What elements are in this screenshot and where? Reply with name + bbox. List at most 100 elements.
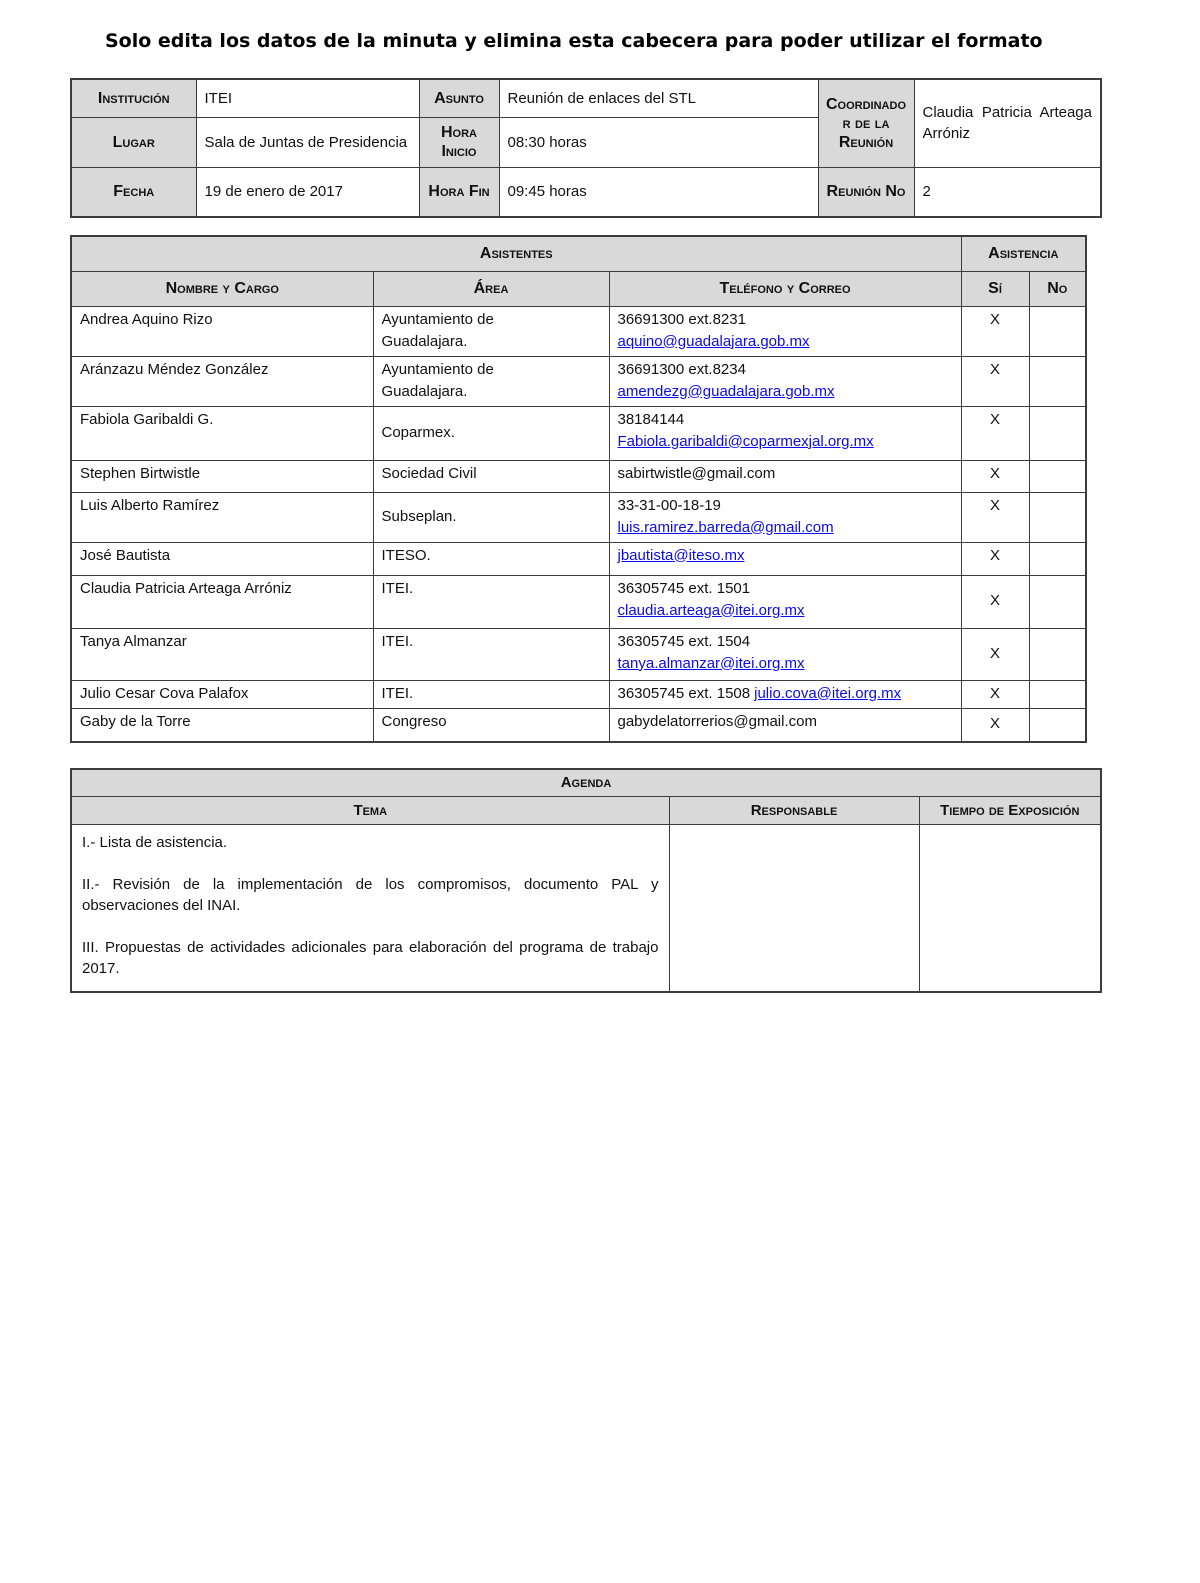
asunto-value: Reunión de enlaces del STL	[498, 78, 819, 118]
coordinador-label: Coordinador de la Reunión	[817, 78, 915, 168]
institucion-value: ITEI	[195, 78, 420, 118]
attendee-name: Julio Cesar Cova Palafox	[70, 679, 374, 709]
email-link[interactable]: jbautista@iteso.mx	[617, 546, 745, 564]
attendance-si: X	[960, 355, 1030, 407]
email-link[interactable]: Fabiola.garibaldi@coparmexjal.org.mx	[617, 432, 874, 450]
attendance-no	[1028, 627, 1087, 681]
col-area: Área	[372, 270, 610, 307]
attendee-contact: jbautista@iteso.mx	[608, 541, 962, 576]
attendance-no	[1028, 491, 1087, 543]
attendee-name: Tanya Almanzar	[70, 627, 374, 681]
reunion-no-label: Reunión No	[817, 166, 915, 218]
email-link[interactable]: tanya.almanzar@itei.org.mx	[617, 654, 805, 672]
attendee-phone: 36305745 ext. 1501	[617, 579, 751, 597]
attendee-area: Ayuntamiento de Guadalajara.	[372, 305, 610, 357]
attendee-area: Sociedad Civil	[372, 459, 610, 493]
attendee-name: Andrea Aquino Rizo	[70, 305, 374, 357]
attendance-no	[1028, 355, 1087, 407]
document-page: { "colors": { "header_gray": "#d9d9d9", …	[0, 30, 1200, 1583]
attendee-name: Aránzazu Méndez González	[70, 355, 374, 407]
attendee-email-plain: sabirtwistle@gmail.com	[617, 464, 776, 482]
attendee-area: Coparmex.	[372, 405, 610, 461]
attendee-area: Subseplan.	[372, 491, 610, 543]
col-telefono: Teléfono y Correo	[608, 270, 962, 307]
attendee-area: Congreso	[372, 707, 610, 743]
email-link[interactable]: amendezg@guadalajara.gob.mx	[617, 382, 835, 400]
agenda-item: II.- Revisión de la implementación de lo…	[82, 875, 659, 914]
attendance-si: X	[960, 707, 1030, 743]
attendee-contact: 36691300 ext.8234 amendezg@guadalajara.g…	[608, 355, 962, 407]
attendee-row: Gaby de la Torre Congreso gabydelatorrer…	[70, 707, 1087, 743]
hora-inicio-value: 08:30 horas	[498, 116, 819, 168]
agenda-table: Agenda Tema Responsable Tiempo de Exposi…	[70, 768, 1102, 993]
attendance-no	[1028, 679, 1087, 709]
lugar-value: Sala de Juntas de Presidencia	[195, 116, 420, 168]
attendee-contact: 36691300 ext.8231 aquino@guadalajara.gob…	[608, 305, 962, 357]
email-link[interactable]: claudia.arteaga@itei.org.mx	[617, 601, 805, 619]
email-link[interactable]: luis.ramirez.barreda@gmail.com	[617, 518, 834, 536]
hora-fin-label: Hora Fin	[418, 166, 500, 218]
attendee-phone: 36691300 ext.8234	[617, 360, 746, 378]
asistentes-title: Asistentes	[70, 235, 962, 272]
attendee-name: José Bautista	[70, 541, 374, 576]
attendee-area: ITEI.	[372, 679, 610, 709]
attendee-phone: 38184144	[617, 410, 685, 428]
attendance-no	[1028, 707, 1087, 743]
asunto-label: Asunto	[418, 78, 500, 118]
attendee-contact: 38184144 Fabiola.garibaldi@coparmexjal.o…	[608, 405, 962, 461]
col-no: No	[1028, 270, 1087, 307]
attendee-phone: 33-31-00-18-19	[617, 496, 721, 514]
reunion-no-value: 2	[913, 166, 1102, 218]
attendee-row: Fabiola Garibaldi G. Coparmex. 38184144 …	[70, 405, 1087, 461]
fecha-value: 19 de enero de 2017	[195, 166, 420, 218]
attendee-row: Andrea Aquino Rizo Ayuntamiento de Guada…	[70, 305, 1087, 357]
attendee-email-plain: gabydelatorrerios@gmail.com	[617, 712, 817, 730]
attendance-si: X	[960, 541, 1030, 576]
attendee-name: Luis Alberto Ramírez	[70, 491, 374, 543]
attendee-phone: 36691300 ext.8231	[617, 310, 746, 328]
attendee-contact: gabydelatorrerios@gmail.com	[608, 707, 962, 743]
attendance-si: X	[960, 679, 1030, 709]
attendance-si: X	[960, 305, 1030, 357]
attendance-si: X	[960, 459, 1030, 493]
attendee-row: Tanya Almanzar ITEI. 36305745 ext. 1504 …	[70, 627, 1087, 681]
col-tema: Tema	[70, 795, 670, 825]
agenda-tiempo-value	[918, 823, 1102, 993]
attendee-contact: 36305745 ext. 1501 claudia.arteaga@itei.…	[608, 574, 962, 629]
attendee-name: Fabiola Garibaldi G.	[70, 405, 374, 461]
attendee-row: Stephen Birtwistle Sociedad Civil sabirt…	[70, 459, 1087, 493]
attendee-name: Claudia Patricia Arteaga Arróniz	[70, 574, 374, 629]
attendance-no	[1028, 459, 1087, 493]
attendee-area: ITEI.	[372, 574, 610, 629]
email-link[interactable]: julio.cova@itei.org.mx	[754, 684, 902, 702]
attendee-area: ITEI.	[372, 627, 610, 681]
attendee-area: Ayuntamiento de Guadalajara.	[372, 355, 610, 407]
attendee-area: ITESO.	[372, 541, 610, 576]
attendee-row: Claudia Patricia Arteaga Arróniz ITEI. 3…	[70, 574, 1087, 629]
attendance-si: X	[960, 627, 1030, 681]
email-link[interactable]: aquino@guadalajara.gob.mx	[617, 332, 810, 350]
col-nombre: Nombre y Cargo	[70, 270, 374, 307]
hora-fin-value: 09:45 horas	[498, 166, 819, 218]
agenda-item: III. Propuestas de actividades adicional…	[82, 938, 659, 977]
attendee-row: José Bautista ITESO. jbautista@iteso.mx …	[70, 541, 1087, 576]
coordinador-value: Claudia Patricia Arteaga Arróniz	[913, 78, 1102, 168]
attendance-si: X	[960, 491, 1030, 543]
lugar-label: Lugar	[70, 116, 197, 168]
attendee-contact: 36305745 ext. 1504 tanya.almanzar@itei.o…	[608, 627, 962, 681]
attendee-contact: 36305745 ext. 1508 julio.cova@itei.org.mx	[608, 679, 962, 709]
hora-inicio-label: Hora Inicio	[418, 116, 500, 168]
attendance-no	[1028, 305, 1087, 357]
attendance-no	[1028, 574, 1087, 629]
attendee-row: Luis Alberto Ramírez Subseplan. 33-31-00…	[70, 491, 1087, 543]
attendance-si: X	[960, 405, 1030, 461]
attendance-no	[1028, 405, 1087, 461]
col-si: Sí	[960, 270, 1030, 307]
attendee-row: Aránzazu Méndez González Ayuntamiento de…	[70, 355, 1087, 407]
col-responsable: Responsable	[668, 795, 920, 825]
agenda-title: Agenda	[70, 768, 1102, 797]
attendee-contact: sabirtwistle@gmail.com	[608, 459, 962, 493]
attendee-phone: 36305745 ext. 1508	[617, 684, 751, 702]
fecha-label: Fecha	[70, 166, 197, 218]
asistentes-table: Asistentes Asistencia Nombre y Cargo Áre…	[70, 235, 1088, 743]
